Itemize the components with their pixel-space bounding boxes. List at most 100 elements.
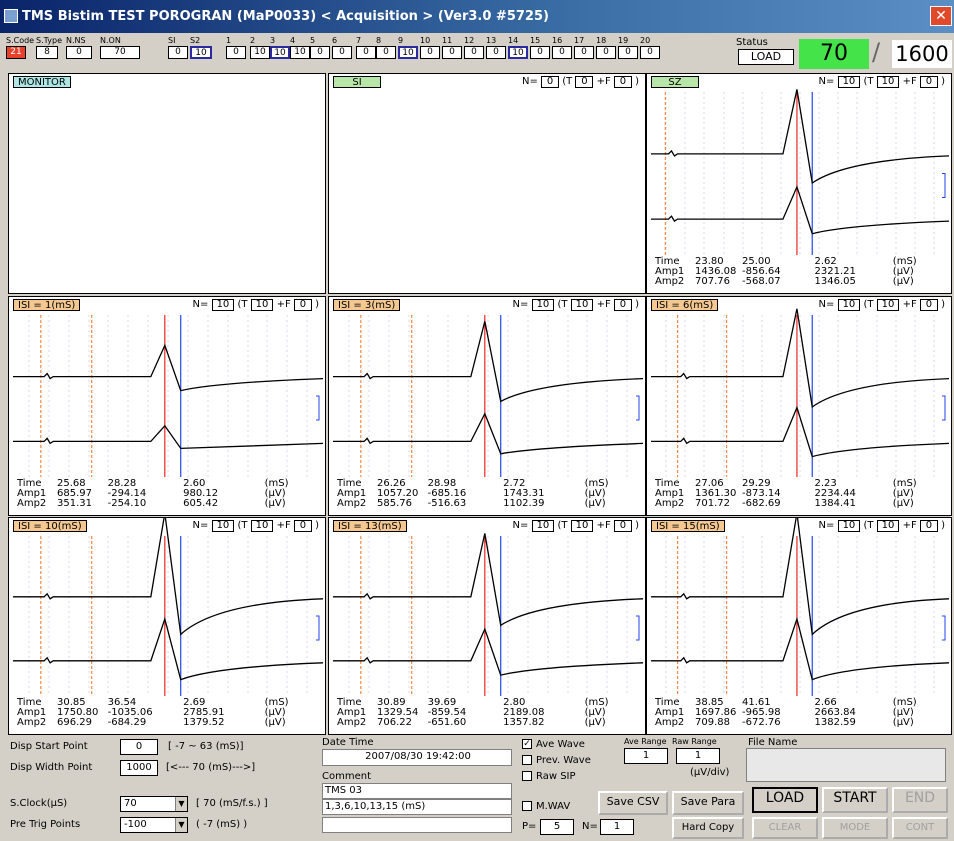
param-field: 20 0 (640, 36, 660, 59)
param-value[interactable]: 10 (190, 46, 212, 59)
mode-button[interactable]: MODE (822, 817, 888, 839)
app-icon[interactable] (4, 9, 18, 23)
param-value[interactable]: 21 (6, 46, 26, 59)
scale-bar (942, 173, 946, 198)
readout-label-time: Time (17, 478, 42, 489)
t-count: 10 (876, 520, 900, 532)
param-value[interactable]: 70 (100, 46, 140, 59)
readout-value: -516.63 (427, 498, 467, 509)
param-label: 11 (442, 36, 453, 45)
readout-value: (mS) (264, 697, 289, 708)
waveform-panel[interactable]: ISI = 6(mS) N= 10 (T 10 +F 0 ) Time Amp1 Amp… (646, 296, 952, 516)
readout-value: 1357.82 (503, 717, 545, 728)
waveform-panel[interactable]: ISI = 13(mS) N= 10 (T 10 +F 0 ) Time Amp1 Am… (328, 517, 646, 735)
waveform-panel[interactable]: ISI = 10(mS) N= 10 (T 10 +F 0 ) Time Amp1 Am… (8, 517, 326, 735)
file-name-label: File Name (748, 737, 798, 748)
n-count: 10 (837, 299, 861, 311)
load-button[interactable]: LOAD (752, 787, 818, 813)
control-panel: Disp Start Point 0 [ -7 ~ 63 (mS)] Disp … (0, 735, 954, 841)
waveform-panel[interactable]: SI N= 0 (T 0 +F 0 ) (328, 73, 646, 294)
comment-line3[interactable] (322, 817, 512, 833)
readout-column: (mS) (μV) (μV) (893, 698, 917, 728)
raw-range-input[interactable]: 1 (676, 748, 720, 764)
p-input[interactable]: 5 (540, 819, 574, 835)
param-value[interactable]: 10 (270, 46, 290, 59)
disp-start-input[interactable]: 0 (120, 739, 158, 755)
cont-button[interactable]: CONT (892, 817, 948, 839)
param-value[interactable]: 0 (376, 46, 396, 59)
param-value[interactable]: 0 (464, 46, 484, 59)
param-label: 4 (290, 36, 296, 45)
readout-value: 709.88 (695, 717, 730, 728)
waveform-panel[interactable]: ISI = 1(mS) N= 10 (T 10 +F 0 ) Time Amp1 Amp… (8, 296, 326, 516)
raw-range-label: Raw Range (672, 737, 717, 746)
close-icon[interactable]: ✕ (930, 6, 952, 26)
waveform-panel[interactable]: ISI = 3(mS) N= 10 (T 10 +F 0 ) Time Amp1 Amp… (328, 296, 646, 516)
scale-bar (636, 615, 640, 641)
param-field: 9 10 (398, 36, 418, 59)
ave-wave-checkbox[interactable]: ✓ Ave Wave (522, 739, 585, 750)
param-value[interactable]: 0 (226, 46, 246, 59)
param-value[interactable]: 0 (530, 46, 550, 59)
start-button[interactable]: START (822, 787, 888, 813)
comment-line2[interactable]: 1,3,6,10,13,15 (mS) (322, 799, 512, 815)
param-value[interactable]: 0 (310, 46, 330, 59)
end-button[interactable]: END (892, 787, 948, 813)
mep-trace (333, 321, 644, 403)
comment-label: Comment (322, 771, 371, 782)
readout-value: (μV) (892, 717, 914, 728)
mep-trace (13, 343, 324, 392)
param-value[interactable]: 10 (290, 46, 310, 59)
param-value[interactable]: 0 (640, 46, 660, 59)
ave-range-input[interactable]: 1 (624, 748, 668, 764)
readout-value: -294.14 (107, 488, 147, 499)
param-field: 17 0 (574, 36, 594, 59)
raw-sip-checkbox[interactable]: Raw SIP (522, 771, 576, 782)
param-value[interactable]: 0 (552, 46, 572, 59)
param-value[interactable]: 0 (618, 46, 638, 59)
comment-line1[interactable]: TMS 03 (322, 783, 512, 799)
n-input[interactable]: 1 (600, 819, 634, 835)
param-value[interactable]: 0 (420, 46, 440, 59)
readout-value: 706.22 (377, 717, 412, 728)
param-value[interactable]: 0 (442, 46, 462, 59)
chevron-down-icon[interactable]: ▼ (175, 818, 187, 832)
param-value[interactable]: 0 (596, 46, 616, 59)
waveform-panel[interactable]: ISI = 15(mS) N= 10 (T 10 +F 0 ) Time Amp1 Am… (646, 517, 952, 735)
f-count: 0 (919, 520, 938, 532)
param-value[interactable]: 0 (486, 46, 506, 59)
panel-title: MONITOR (13, 76, 71, 88)
chevron-down-icon[interactable]: ▼ (175, 797, 187, 811)
disp-width-input[interactable]: 1000 (120, 760, 158, 776)
file-name-field[interactable] (746, 748, 946, 782)
param-value[interactable]: 10 (508, 46, 528, 59)
param-value[interactable]: 0 (168, 46, 188, 59)
acquired-count: 70 (799, 39, 869, 69)
readout-column: 30.89 1329.54 706.22 (377, 698, 418, 728)
hard-copy-button[interactable]: Hard Copy (672, 817, 744, 839)
param-label: 17 (574, 36, 585, 45)
save-csv-button[interactable]: Save CSV (598, 791, 668, 815)
param-value[interactable]: 0 (574, 46, 594, 59)
waveform-plot (651, 308, 950, 477)
n-count: 10 (211, 299, 235, 311)
readout-value: 28.98 (427, 478, 457, 489)
param-value[interactable]: 0 (332, 46, 352, 59)
param-value[interactable]: 0 (356, 46, 376, 59)
f-count: 0 (293, 299, 312, 311)
clear-button[interactable]: CLEAR (752, 817, 818, 839)
param-value[interactable]: 10 (250, 46, 270, 59)
param-value[interactable]: 10 (398, 46, 418, 59)
pretrig-select[interactable]: -100 ▼ (120, 817, 188, 833)
disp-start-range: [ -7 ~ 63 (mS)] (168, 741, 244, 752)
waveform-panel[interactable]: SZ N= 10 (T 10 +F 0 ) Time Amp1 Amp2 23.80 143… (646, 73, 952, 294)
mep-trace (13, 616, 324, 681)
panel-title: ISI = 6(mS) (651, 299, 719, 311)
param-value[interactable]: 0 (66, 46, 92, 59)
waveform-panel[interactable]: MONITOR (8, 73, 326, 294)
sampling-select[interactable]: 70 ▼ (120, 796, 188, 812)
save-para-button[interactable]: Save Para (672, 791, 744, 815)
param-value[interactable]: 8 (36, 46, 58, 59)
prev-wave-checkbox[interactable]: Prev. Wave (522, 755, 591, 766)
mwav-checkbox[interactable]: M.WAV (522, 801, 570, 812)
